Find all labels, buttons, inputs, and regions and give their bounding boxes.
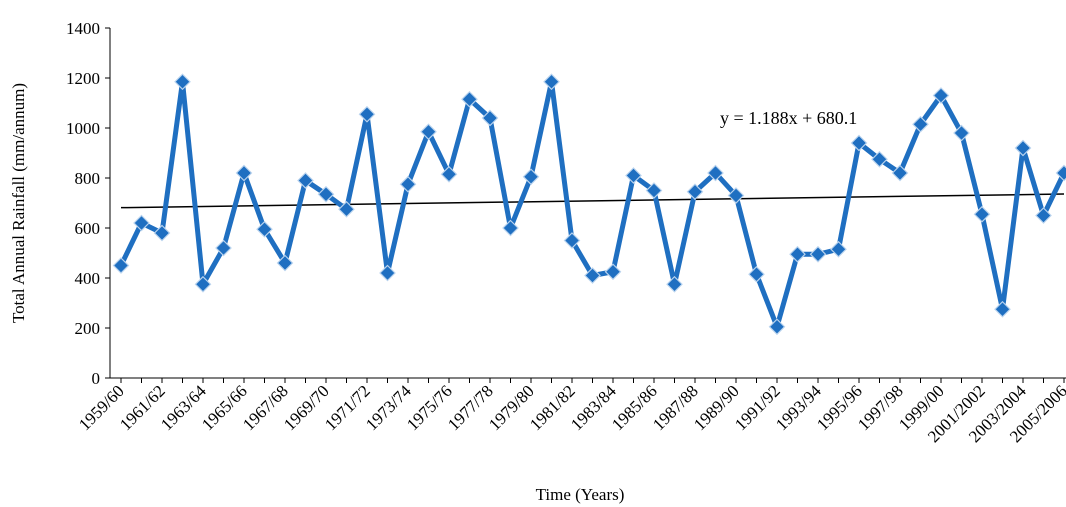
data-point-marker [789, 245, 806, 263]
data-point-marker [174, 73, 191, 91]
x-tick-label: 1961/62 [116, 381, 169, 434]
trendline-equation: y = 1.188x + 680.1 [720, 108, 857, 128]
data-point-marker [379, 264, 396, 282]
y-tick-label: 1000 [66, 119, 100, 138]
x-tick-label: 1997/98 [854, 381, 907, 434]
data-point-marker [194, 275, 212, 293]
data-point-marker [994, 300, 1011, 318]
data-point-marker [358, 105, 376, 123]
x-tick-label: 1995/96 [813, 381, 866, 434]
y-tick-label: 1200 [66, 69, 100, 88]
x-tick-label: 1977/78 [444, 381, 497, 434]
y-tick-label: 0 [92, 369, 101, 388]
data-point-marker [502, 219, 519, 237]
data-point-marker [276, 254, 294, 272]
x-axis-title: Time (Years) [536, 485, 625, 504]
x-tick-label: 1991/92 [731, 381, 784, 434]
y-tick-label: 1400 [66, 19, 100, 38]
data-point-marker [440, 165, 458, 183]
x-tick-label: 1965/66 [198, 381, 251, 434]
data-point-marker [1035, 207, 1052, 224]
data-point-marker [953, 124, 970, 142]
data-point-marker [256, 220, 273, 238]
data-point-marker [1014, 139, 1032, 157]
data-point-marker [481, 109, 499, 127]
data-point-marker [625, 167, 642, 184]
y-tick-label: 200 [75, 319, 101, 338]
data-point-marker [768, 318, 786, 336]
y-tick-label: 800 [75, 169, 101, 188]
x-tick-label: 1969/70 [280, 381, 333, 434]
data-point-marker [297, 172, 314, 189]
y-tick-label: 400 [75, 269, 101, 288]
data-point-marker [707, 164, 724, 182]
data-point-marker [871, 150, 888, 168]
x-tick-label: 1989/90 [690, 381, 743, 434]
data-point-marker [338, 200, 355, 218]
data-point-marker [235, 164, 253, 182]
data-point-marker [112, 257, 130, 274]
trendline [120, 193, 1065, 209]
x-tick-label: 1971/72 [321, 381, 374, 434]
data-point-marker [686, 183, 704, 201]
series-layer [112, 73, 1066, 336]
data-point-marker [666, 275, 683, 293]
data-point-marker [461, 90, 478, 108]
x-axis: 1959/601961/621963/641965/661967/681969/… [75, 377, 1066, 446]
y-axis: 0 200 400 600 800 1000 1200 1400 [66, 19, 111, 388]
data-point-marker [932, 87, 950, 104]
x-tick-label: 1981/82 [526, 381, 579, 434]
data-point-marker [1055, 164, 1066, 182]
data-point-marker [645, 182, 663, 199]
data-point-marker [215, 239, 232, 257]
data-point-marker [563, 232, 581, 249]
data-point-marker [727, 187, 745, 204]
y-tick-label: 600 [75, 219, 101, 238]
data-point-marker [850, 134, 868, 152]
x-tick-label: 1987/88 [649, 381, 702, 434]
data-point-marker [543, 73, 560, 91]
x-tick-label: 1967/68 [239, 381, 292, 434]
data-point-marker [809, 245, 827, 263]
data-point-marker [912, 115, 929, 133]
data-point-marker [584, 267, 601, 284]
x-tick-label: 1985/86 [608, 381, 661, 434]
trendline-layer [120, 193, 1065, 209]
x-tick-label: 1975/76 [403, 381, 456, 434]
data-point-marker [399, 175, 417, 193]
data-point-marker [522, 168, 540, 186]
data-point-marker [891, 164, 909, 182]
data-point-marker [153, 224, 171, 242]
data-point-marker [133, 214, 150, 232]
data-point-marker [748, 265, 765, 283]
x-tick-label: 1979/80 [485, 381, 538, 434]
data-point-marker [830, 240, 847, 258]
data-point-marker [973, 205, 991, 223]
data-point-marker [604, 263, 622, 281]
data-point-marker [420, 123, 437, 141]
y-axis-title: Total Annual Rainfall (mm/annum) [9, 83, 28, 323]
data-point-marker [317, 185, 335, 203]
x-tick-label: 1959/60 [75, 381, 128, 434]
